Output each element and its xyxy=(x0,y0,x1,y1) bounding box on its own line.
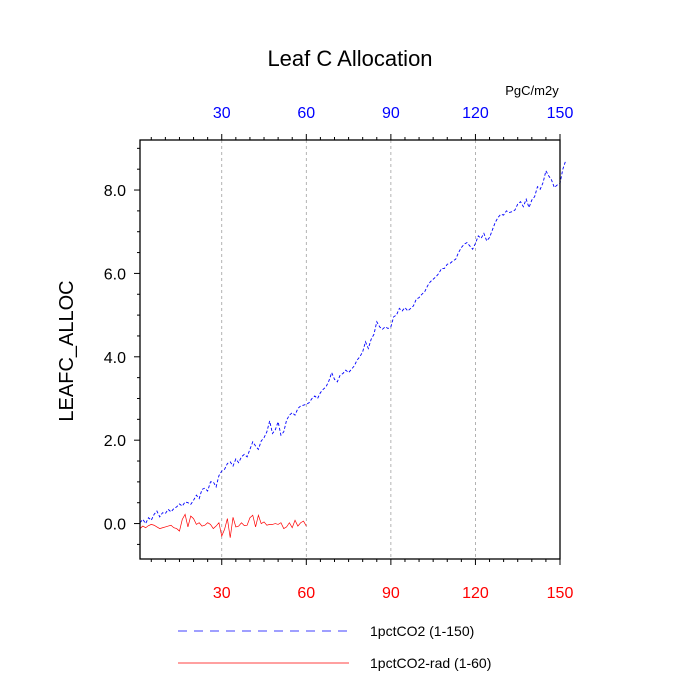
legend-label-1: 1pctCO2 (1-150) xyxy=(370,623,474,639)
x-tick-label-top: 150 xyxy=(547,105,574,122)
x-tick-label-bottom: 30 xyxy=(213,585,231,602)
units-label: PgC/m2y xyxy=(505,83,559,98)
x-tick-label-bottom: 150 xyxy=(547,585,574,602)
axis-ticks: 30 30 60 60 90 90 120 120 150 150 0.0 2.0 4.0 6.0 8.0 xyxy=(104,105,574,602)
chart-title: Leaf C Allocation xyxy=(267,46,432,71)
y-tick-label: 0.0 xyxy=(104,517,126,534)
x-tick-label-bottom: 120 xyxy=(462,585,489,602)
x-tick-label-bottom: 60 xyxy=(297,585,315,602)
x-tick-label-top: 90 xyxy=(382,105,400,122)
plot-frame xyxy=(139,139,561,560)
y-axis-label: LEAFC_ALLOC xyxy=(56,280,78,421)
legend-label-2: 1pctCO2-rad (1-60) xyxy=(370,655,491,671)
x-tick-label-top: 60 xyxy=(297,105,315,122)
y-tick-label: 8.0 xyxy=(104,183,126,200)
y-tick-label: 4.0 xyxy=(104,350,126,367)
legend: 1pctCO2 (1-150) 1pctCO2-rad (1-60) xyxy=(178,623,491,671)
x-tick-label-bottom: 90 xyxy=(382,585,400,602)
x-tick-label-top: 120 xyxy=(462,105,489,122)
grid-lines xyxy=(221,140,476,559)
x-tick-label-top: 30 xyxy=(213,105,231,122)
series-line-1 xyxy=(139,160,567,525)
series-lines xyxy=(139,160,567,538)
y-tick-label: 2.0 xyxy=(104,433,126,450)
series-line-2 xyxy=(139,513,307,538)
y-tick-label: 6.0 xyxy=(104,266,126,283)
